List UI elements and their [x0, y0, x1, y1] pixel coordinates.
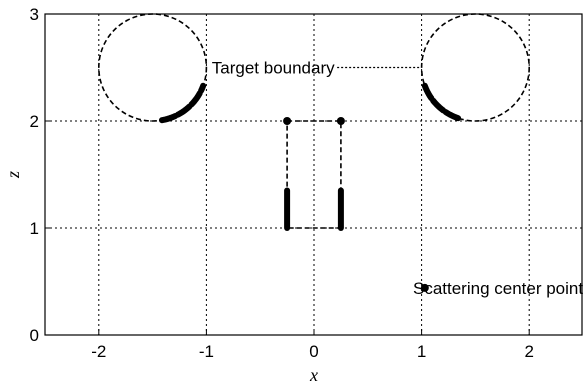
annotation-text-1: Scattering center point: [413, 279, 583, 298]
annotations: Target boundary Scattering center point: [212, 59, 583, 298]
scatter-point-1: [336, 117, 345, 125]
target-rectangle: [286, 120, 342, 229]
x-tick-label-2: 0: [309, 342, 318, 361]
target-boundary-shapes: [98, 13, 531, 229]
x-tick-label-4: 2: [524, 342, 533, 361]
axis-ticks: -2 -1 0 1 2 0 1 2 3: [30, 5, 534, 361]
x-axis-label: x: [309, 365, 318, 385]
scatter-point-2: [420, 283, 429, 292]
target-circle-1: [420, 13, 531, 122]
grid: [45, 14, 583, 335]
y-axis-label: z: [3, 171, 23, 179]
y-tick-label-2: 2: [30, 112, 39, 131]
annotation-text-0: Target boundary: [212, 59, 335, 78]
y-tick-label-3: 3: [30, 5, 39, 24]
x-tick-label-3: 1: [417, 342, 426, 361]
x-tick-label-0: -2: [91, 342, 106, 361]
scatter-arc-1: [421, 82, 464, 122]
x-tick-label-1: -1: [199, 342, 214, 361]
scatter-point-0: [283, 117, 292, 125]
y-tick-label-1: 1: [30, 219, 39, 238]
target-circle-0: [98, 13, 208, 122]
scatter-arc-0: [158, 82, 207, 124]
y-tick-label-0: 0: [30, 326, 39, 345]
scattering-centers: [158, 82, 464, 292]
